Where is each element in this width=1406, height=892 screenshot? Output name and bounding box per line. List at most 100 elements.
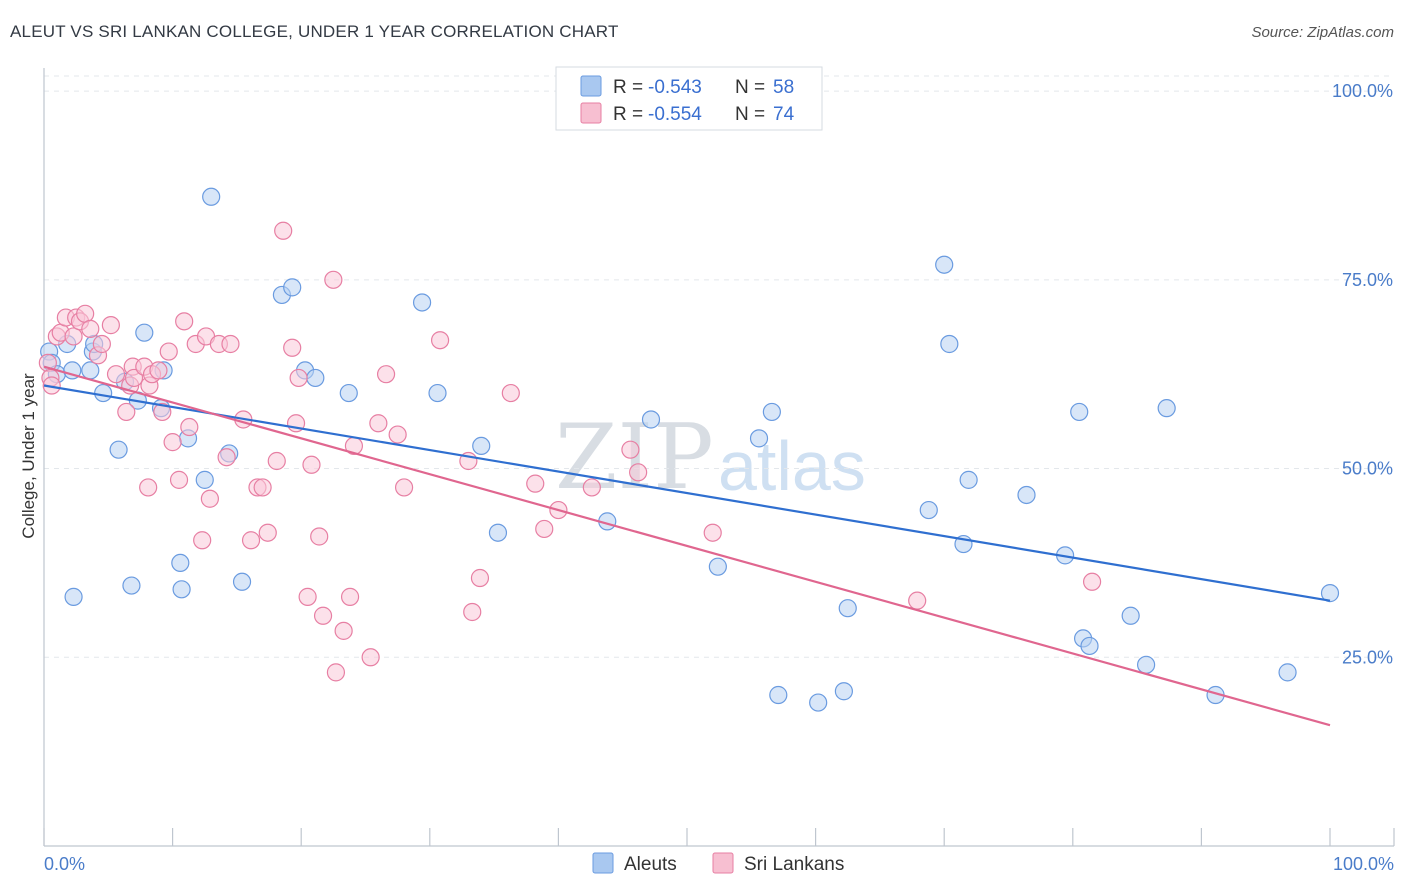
point-aleuts [472, 436, 491, 456]
point-sri-lankans [334, 621, 353, 640]
chart-title: ALEUT VS SRI LANKAN COLLEGE, UNDER 1 YEA… [10, 22, 619, 41]
point-sri-lankans [149, 361, 168, 380]
point-sri-lankans [169, 470, 189, 489]
point-sri-lankans [463, 602, 482, 622]
point-sri-lankans [64, 327, 83, 346]
point-aleuts [283, 278, 302, 297]
point-sri-lankans [361, 648, 380, 667]
point-sri-lankans [283, 338, 302, 357]
point-aleuts [171, 553, 190, 573]
legend-r-label-aleuts: R = [613, 77, 643, 98]
trend-lines [43, 365, 1331, 727]
point-sri-lankans [274, 221, 293, 240]
y-tick-labels: 25.0% 50.0% 75.0% 100.0% [1332, 81, 1393, 667]
point-aleuts [122, 576, 141, 595]
point-sri-lankans [106, 365, 126, 384]
point-aleuts [708, 557, 727, 576]
point-sri-lankans [394, 478, 414, 497]
point-aleuts [940, 334, 959, 354]
point-aleuts [64, 587, 83, 606]
point-aleuts [306, 368, 325, 388]
point-sri-lankans [313, 606, 333, 625]
point-aleuts [202, 187, 221, 206]
point-aleuts [412, 293, 432, 312]
y-axis-label: College, Under 1 year [19, 373, 38, 539]
point-aleuts [809, 693, 828, 712]
point-sri-lankans [621, 440, 640, 459]
point-aleuts [232, 572, 252, 591]
point-sri-lankans [101, 316, 120, 335]
point-sri-lankans [81, 319, 100, 338]
point-sri-lankans [298, 587, 317, 606]
point-sri-lankans [526, 474, 545, 493]
legend-swatch-sri-lankans [580, 102, 602, 124]
point-sri-lankans [163, 433, 182, 452]
legend-swatch-aleuts [580, 75, 602, 97]
series-legend-label-sri-lankans: Sri Lankans [744, 854, 844, 875]
point-sri-lankans [1082, 572, 1102, 591]
point-sri-lankans [159, 342, 178, 361]
point-aleuts [1121, 606, 1140, 625]
point-sri-lankans [324, 270, 343, 289]
point-sri-lankans [258, 523, 277, 542]
point-sri-lankans [908, 591, 927, 610]
point-aleuts [1137, 655, 1156, 674]
legend-r-label-sri-lankans: R = [613, 104, 643, 125]
point-sri-lankans [582, 478, 601, 497]
point-sri-lankans [629, 463, 648, 482]
y-tick-label: 25.0% [1342, 647, 1393, 667]
legend-r-value-sri-lankans: -0.554 [648, 104, 702, 125]
point-sri-lankans [535, 519, 554, 539]
point-aleuts [834, 682, 853, 701]
stats-legend: R = -0.543 N = 58 R = -0.554 N = 74 [555, 66, 823, 131]
point-sri-lankans [139, 478, 158, 497]
legend-n-value-aleuts: 58 [773, 77, 794, 98]
point-sri-lankans [302, 455, 321, 474]
point-aleuts [959, 470, 978, 489]
series-legend: Aleuts Sri Lankans [592, 852, 844, 875]
point-sri-lankans [430, 331, 450, 350]
axes [43, 68, 1394, 847]
point-aleuts [94, 383, 113, 403]
point-sri-lankans [310, 527, 329, 546]
y-tick-label: 50.0% [1342, 459, 1393, 479]
point-aleuts [769, 685, 788, 705]
series-legend-swatch-sri-lankans [712, 852, 734, 874]
point-aleuts [81, 361, 100, 380]
point-sri-lankans [76, 304, 95, 323]
point-sri-lankans [217, 448, 236, 467]
point-aleuts [195, 470, 214, 489]
point-aleuts [428, 383, 447, 403]
point-sri-lankans [388, 425, 407, 444]
point-aleuts [1278, 663, 1297, 682]
point-sri-lankans [193, 531, 212, 550]
legend-n-value-sri-lankans: 74 [773, 104, 795, 125]
point-sri-lankans [153, 402, 172, 422]
point-sri-lankans [180, 417, 199, 437]
point-sri-lankans [241, 531, 261, 550]
point-aleuts [762, 402, 781, 422]
point-sri-lankans [117, 402, 136, 422]
point-aleuts [109, 440, 128, 459]
legend-n-label-aleuts: N = [735, 77, 765, 98]
point-aleuts [838, 599, 857, 618]
x-tick-label-min: 0.0% [44, 854, 85, 874]
point-aleuts [135, 323, 154, 342]
series-legend-label-aleuts: Aleuts [624, 854, 677, 875]
trend-line-sri-lankans [43, 365, 1331, 727]
x-tick-label-max: 100.0% [1333, 854, 1394, 874]
point-sri-lankans [326, 663, 346, 682]
point-aleuts [172, 580, 191, 599]
trend-line-aleuts [43, 384, 1331, 602]
y-tick-label: 75.0% [1342, 270, 1393, 290]
y-tick-label: 100.0% [1332, 81, 1393, 101]
point-aleuts [1017, 485, 1036, 505]
point-aleuts [339, 383, 358, 403]
point-sri-lankans [221, 334, 240, 354]
series-legend-swatch-aleuts [592, 852, 614, 874]
point-aleuts [1080, 636, 1099, 656]
point-aleuts [1157, 399, 1176, 418]
point-aleuts [1070, 402, 1089, 422]
point-sri-lankans [253, 478, 272, 497]
